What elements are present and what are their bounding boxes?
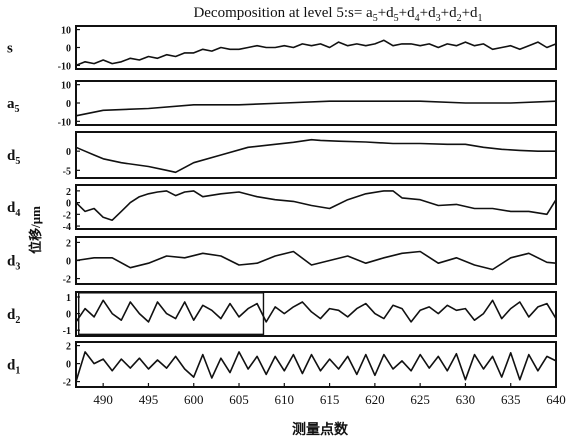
panel-d3: d3 2 0 -2 — [7, 236, 557, 286]
panel-d5: d5 0 -5 — [7, 131, 557, 179]
y-tick-label: -2 — [63, 378, 71, 389]
x-tick-label: 490 — [93, 392, 113, 407]
y-tick-label: 0 — [66, 44, 71, 55]
y-tick-label: 10 — [61, 81, 71, 92]
y-tick-label: -4 — [63, 222, 71, 233]
panel-frame — [75, 291, 557, 337]
panel-d2: d2 1 0 -1 — [7, 291, 557, 337]
x-tick-label: 635 — [501, 392, 521, 407]
panels: s100-10a5100-10d50-5d420-2-4d320-2d210-1… — [7, 25, 557, 389]
panel-label-a5: a5 — [7, 96, 20, 115]
panel-frame — [75, 236, 557, 285]
series-line-d2 — [75, 299, 557, 323]
y-tick-label: -1 — [63, 326, 71, 337]
panel-s: s 10 0 -10 — [7, 25, 557, 72]
x-tick-label: 610 — [275, 392, 295, 407]
series-line-a5 — [75, 100, 557, 117]
panel-frame — [75, 184, 557, 230]
panel-label-d1: d1 — [7, 358, 20, 377]
series-line-d4 — [75, 190, 557, 221]
x-tick-label: 615 — [320, 392, 340, 407]
highlight-box — [78, 292, 265, 336]
y-tick-label: 2 — [66, 342, 71, 353]
y-tick-label: 1 — [66, 293, 71, 304]
series-line-d5 — [75, 138, 556, 174]
panel-frame — [75, 80, 557, 126]
x-tick-label: 620 — [365, 392, 385, 407]
x-axis-label: 测量点数 — [292, 421, 349, 438]
y-tick-label: 0 — [66, 257, 71, 268]
y-axis-label: 位移/μm — [28, 206, 43, 254]
y-tick-label: 2 — [66, 238, 71, 249]
y-tick-label: 0 — [66, 360, 71, 371]
panel-frame — [75, 131, 557, 179]
y-tick-label: 0 — [66, 99, 71, 110]
panel-frame — [75, 341, 557, 388]
panel-a5: a5 10 0 -10 — [7, 80, 557, 128]
y-tick-label: -10 — [58, 61, 71, 72]
series-line-d1 — [75, 351, 557, 382]
y-tick-label: 0 — [66, 199, 71, 210]
y-tick-label: 0 — [66, 310, 71, 321]
x-tick-label: 495 — [139, 392, 159, 407]
x-tick-label: 605 — [229, 392, 249, 407]
y-tick-label: -5 — [63, 166, 71, 177]
y-tick-label: -2 — [63, 210, 71, 221]
y-tick-label: -2 — [63, 275, 71, 286]
y-tick-label: -10 — [58, 117, 71, 128]
panel-label-s: s — [7, 41, 13, 57]
y-tick-label: 0 — [66, 147, 71, 158]
panel-label-d4: d4 — [7, 200, 20, 219]
y-tick-label: 2 — [66, 187, 71, 198]
x-tick-label: 600 — [184, 392, 204, 407]
x-axis: 490 495 600 605 610 615 620 625 630 635 640 — [93, 383, 566, 407]
panel-d4: d4 20-2-4 — [7, 184, 557, 233]
panel-label-d5: d5 — [7, 148, 20, 167]
chart-title: Decomposition at level 5:s= a5+d5+d4+d3+… — [193, 5, 482, 24]
panel-label-d3: d3 — [7, 254, 20, 273]
y-tick-label: 10 — [61, 26, 71, 37]
panel-frame — [75, 25, 557, 70]
x-tick-label: 630 — [456, 392, 476, 407]
x-tick-label: 640 — [546, 392, 566, 407]
x-tick-label: 625 — [410, 392, 430, 407]
series-line-s — [75, 39, 557, 67]
series-line-d3 — [75, 250, 557, 271]
panel-d1: d1 2 0 -2 — [7, 341, 557, 389]
panel-label-d2: d2 — [7, 307, 20, 326]
